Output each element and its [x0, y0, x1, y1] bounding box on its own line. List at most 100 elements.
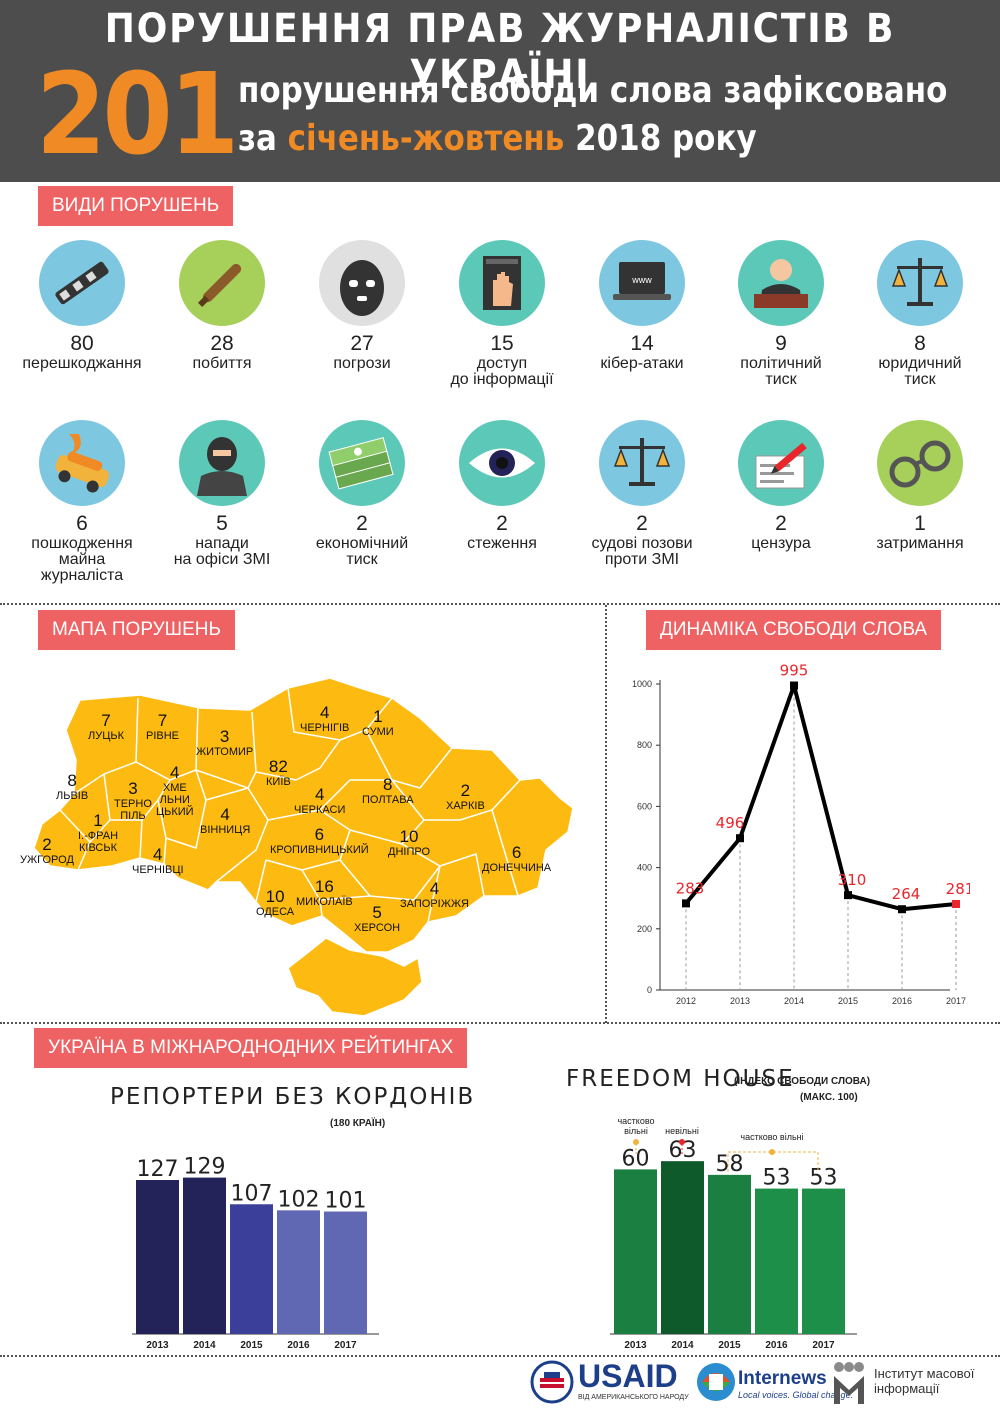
- fh-bar-chart: 602013632014582015532016532017частковові…: [610, 1116, 857, 1351]
- x-tick-label: 2015: [838, 996, 858, 1006]
- region-label: 82 КИЇВ: [266, 758, 291, 789]
- violation-label: побиття: [192, 355, 252, 372]
- region-value: 5: [372, 903, 382, 922]
- stop-hand-icon: [459, 240, 545, 326]
- region-label: 3 ТЕРНО ПІЛЬ: [114, 780, 152, 823]
- region-label: 8 ЛЬВІВ: [56, 771, 89, 803]
- region-name: ВІННИЦЯ: [200, 824, 251, 836]
- x-tick-label: 2016: [892, 996, 912, 1006]
- bar-value-label: 107: [231, 1181, 273, 1206]
- period-prefix: за: [238, 118, 288, 159]
- region-name: ЖИТОМИР: [196, 746, 254, 758]
- internews-logo: Internews: [738, 1368, 827, 1389]
- region-label: 1 І.-ФРАН КІВСЬК: [78, 812, 119, 855]
- header-subtitle-line2: за січень-жовтень 2018 року: [238, 118, 757, 159]
- y-tick-label: 0: [647, 985, 652, 995]
- violation-type: 5 напади на офіси ЗМІ: [152, 420, 292, 568]
- usaid-sub: ВІД АМЕРИКАНСЬКОГО НАРОДУ: [578, 1394, 689, 1401]
- bat-icon: [179, 240, 265, 326]
- y-tick-label: 1000: [632, 679, 652, 689]
- bar: [661, 1161, 704, 1334]
- violation-type: 28 побиття: [152, 240, 292, 372]
- bar-category-label: 2016: [765, 1340, 788, 1351]
- violation-label: цензура: [751, 535, 811, 552]
- laptop-icon: www: [599, 240, 685, 326]
- page-title: ПОРУШЕННЯ ПРАВ ЖУРНАЛІСТІВ В УКРАЇНІ: [104, 6, 896, 98]
- region-value: 8: [67, 771, 77, 790]
- rsf-title: РЕПОРТЕРИ БЕЗ КОРДОНІВ: [110, 1084, 476, 1110]
- violation-label: юридичний тиск: [878, 355, 962, 388]
- bar-category-label: 2013: [624, 1340, 647, 1351]
- scales-icon: [877, 240, 963, 326]
- region-name: ОДЕСА: [256, 906, 295, 918]
- header-subtitle-line1: порушення свободи слова зафіксовано: [238, 70, 948, 111]
- y-tick-label: 600: [637, 801, 652, 811]
- region-name: ЗАПОРІЖЖЯ: [400, 898, 469, 910]
- x-tick-label: 2014: [784, 996, 804, 1006]
- bar-category-label: 2017: [812, 1340, 835, 1351]
- region-value: 8: [383, 775, 393, 794]
- region-label: 7 РІВНЕ: [146, 712, 179, 743]
- region-name: УЖГОРОД: [20, 854, 74, 866]
- violation-label: погрози: [333, 355, 391, 372]
- region-borders: [59, 687, 521, 923]
- bar-value-label: 58: [716, 1152, 744, 1177]
- region-name: ТЕРНО ПІЛЬ: [114, 798, 152, 822]
- eye-icon: [459, 420, 545, 506]
- bar-value-label: 101: [325, 1189, 367, 1214]
- violation-label: доступ до інформації: [450, 355, 554, 388]
- divider-vertical: [605, 605, 607, 1023]
- region-label: 5 ХЕРСОН: [354, 903, 401, 935]
- violation-label: стеження: [467, 535, 537, 552]
- bar: [277, 1210, 320, 1334]
- bar-category-label: 2016: [287, 1340, 310, 1351]
- region-label: 4 ЧЕРКАСИ: [294, 785, 345, 817]
- region-name: ХАРКІВ: [446, 800, 485, 812]
- region-name: ЛЬВІВ: [56, 790, 89, 802]
- data-label: 995: [780, 662, 809, 680]
- violation-count: 15: [490, 332, 514, 355]
- region-label: 10 ДНІПРО: [388, 828, 431, 859]
- violation-type: 27 погрози: [292, 240, 432, 372]
- region-value: 16: [314, 877, 334, 896]
- bar: [324, 1211, 367, 1334]
- bar: [802, 1188, 845, 1334]
- region-name: ЧЕРНІГІВ: [300, 722, 350, 734]
- violation-label: пошкодження майна журналіста: [31, 535, 133, 584]
- imi-logo: Інститут масової інформації: [874, 1366, 975, 1396]
- violation-type: 15 доступ до інформації: [432, 240, 572, 388]
- region-name: І.-ФРАН КІВСЬК: [78, 830, 119, 854]
- violation-label: кібер-атаки: [600, 355, 684, 372]
- header: ПОРУШЕННЯ ПРАВ ЖУРНАЛІСТІВ В УКРАЇНІ 201…: [0, 0, 1000, 182]
- region-name: ДНІПРО: [388, 846, 431, 858]
- violation-count: 2: [496, 512, 508, 535]
- region-name: ХЕРСОН: [354, 922, 401, 934]
- violation-label: судові позови проти ЗМІ: [591, 535, 693, 568]
- x-tick-label: 2012: [676, 996, 696, 1006]
- period-suffix: 2018 року: [564, 118, 757, 159]
- section-tag-types: ВИДИ ПОРУШЕНЬ: [38, 186, 234, 226]
- region-name: ЛУЦЬК: [88, 730, 124, 742]
- crimea-shape: [287, 937, 423, 1017]
- region-value: 4: [319, 703, 330, 722]
- region-label: 3 ЖИТОМИР: [196, 728, 254, 759]
- y-tick-label: 200: [637, 924, 652, 934]
- violation-count: 2: [356, 512, 368, 535]
- region-name: КРОПИВНИЦЬКИЙ: [270, 844, 369, 856]
- usaid-logo: USAID: [578, 1358, 678, 1394]
- bar: [136, 1180, 179, 1334]
- region-value: 4: [314, 785, 325, 804]
- violation-type: 6 пошкодження майна журналіста: [12, 420, 152, 584]
- handcuffs-icon: [877, 420, 963, 506]
- data-label: 281: [946, 880, 970, 898]
- region-label: 7 ЛУЦЬК: [88, 712, 124, 743]
- region-label: 6 ДОНЕЧЧИНА: [482, 844, 551, 875]
- period-accent: січень-жовтень: [287, 118, 565, 159]
- region-name: КИЇВ: [266, 776, 291, 788]
- annotation-dot: [769, 1149, 775, 1155]
- violation-label: напади на офіси ЗМІ: [173, 535, 271, 568]
- divider-top: [0, 603, 1000, 605]
- attacker-icon: [179, 420, 265, 506]
- region-label: 6 КРОПИВНИЦЬКИЙ: [270, 826, 369, 857]
- violation-count: 6: [76, 512, 88, 535]
